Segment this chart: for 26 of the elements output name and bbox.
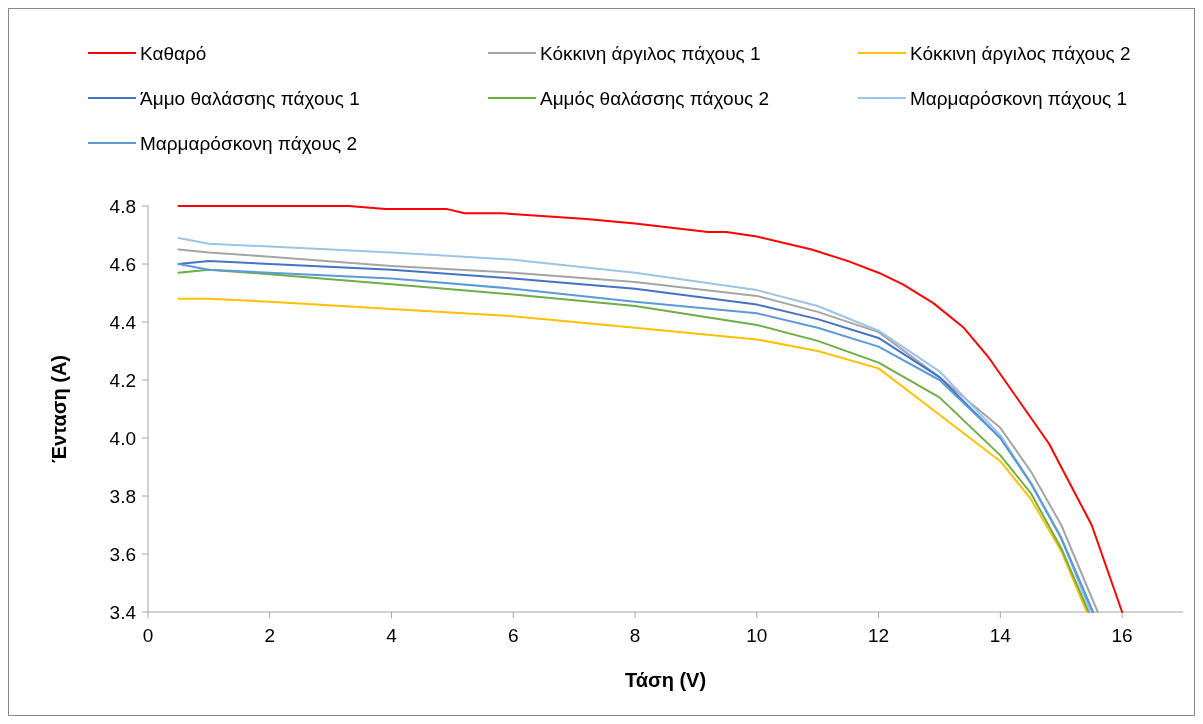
legend-label: Κόκκινη άργιλος πάχους 2	[910, 43, 1131, 64]
legend-label: Καθαρό	[140, 43, 207, 64]
y-tick-label: 4.0	[109, 428, 136, 449]
x-tick-label: 2	[264, 625, 276, 646]
x-tick-label: 10	[746, 625, 768, 646]
legend-label: Μαρμαρόσκονη πάχους 1	[910, 88, 1128, 109]
x-tick-label: 0	[142, 625, 154, 646]
y-tick-label: 3.6	[109, 544, 136, 565]
x-tick-label: 16	[1111, 625, 1133, 646]
y-tick-label: 4.4	[109, 312, 137, 333]
y-tick-label: 4.6	[109, 254, 136, 275]
x-axis-title: Τάση (V)	[624, 669, 707, 691]
x-tick-label: 8	[629, 625, 641, 646]
x-tick-label: 12	[868, 625, 890, 646]
y-tick-label: 4.8	[109, 196, 136, 217]
y-axis-title: Ένταση (A)	[48, 354, 70, 464]
x-tick-label: 4	[386, 625, 398, 646]
y-tick-label: 4.2	[109, 370, 136, 391]
legend-label: Άμμο θαλάσσης πάχους 1	[140, 88, 360, 109]
legend-label: Κόκκινη άργιλος πάχους 1	[540, 43, 761, 64]
legend-label: Αμμός θαλάσσης πάχους 2	[540, 88, 770, 109]
legend-label: Μαρμαρόσκονη πάχους 2	[140, 133, 358, 154]
y-tick-label: 3.8	[109, 486, 136, 507]
x-tick-label: 6	[508, 625, 519, 646]
x-tick-label: 14	[989, 625, 1012, 646]
y-tick-label: 3.4	[109, 602, 137, 623]
